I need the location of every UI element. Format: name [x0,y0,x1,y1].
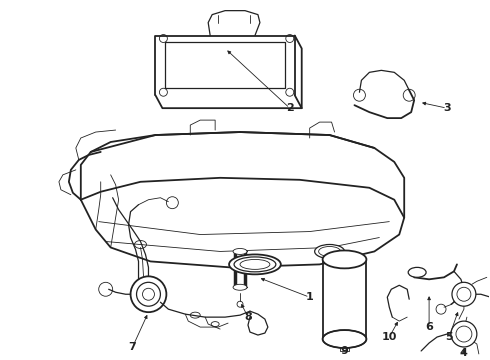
Ellipse shape [233,248,247,255]
Ellipse shape [322,330,367,348]
Text: 1: 1 [306,292,314,302]
Ellipse shape [408,267,426,277]
Circle shape [452,282,476,306]
Text: 7: 7 [129,342,136,352]
Text: 4: 4 [460,348,468,358]
Text: 10: 10 [382,332,397,342]
Circle shape [451,321,477,347]
Ellipse shape [315,244,344,258]
Text: 2: 2 [286,103,294,113]
Ellipse shape [233,284,247,290]
Text: 3: 3 [443,103,451,113]
Ellipse shape [229,255,281,274]
Text: 6: 6 [425,322,433,332]
Text: 9: 9 [341,346,348,356]
Text: 5: 5 [445,332,453,342]
Ellipse shape [322,251,367,268]
Text: 8: 8 [244,312,252,322]
